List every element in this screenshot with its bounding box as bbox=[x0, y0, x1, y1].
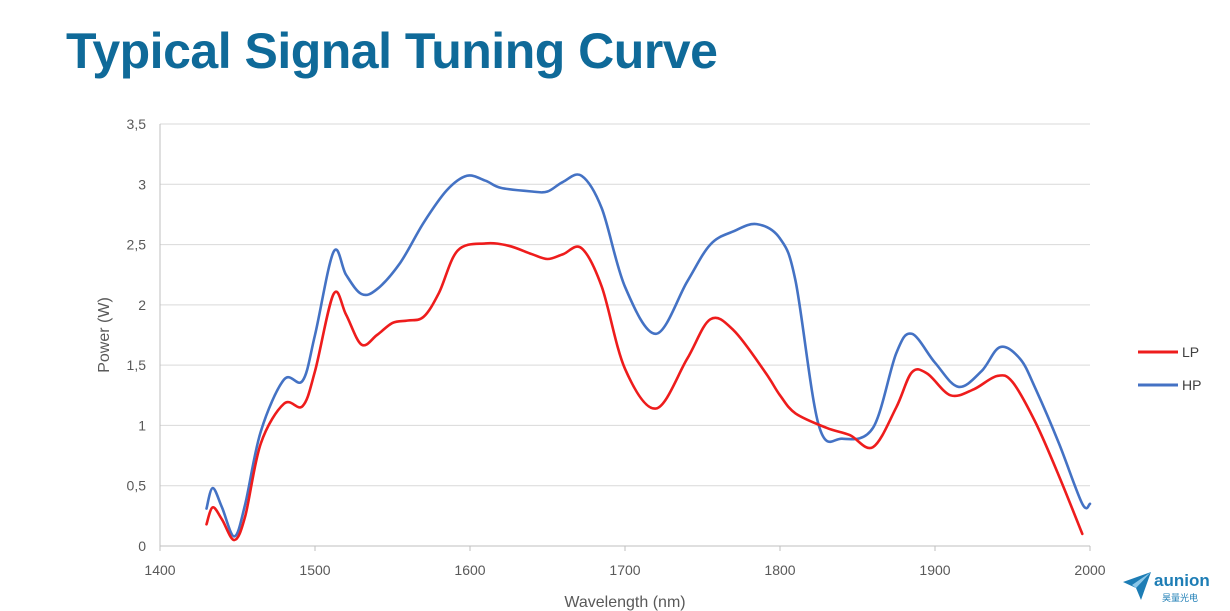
paper-plane-icon bbox=[1123, 572, 1151, 600]
x-tick-label: 2000 bbox=[1074, 562, 1105, 578]
x-tick-label: 1700 bbox=[609, 562, 640, 578]
y-tick-label: 2,5 bbox=[127, 237, 147, 253]
series-lines bbox=[205, 173, 1092, 542]
logo-subtitle: 昊量光电 bbox=[1162, 594, 1199, 604]
x-axis-label: Wavelength (nm) bbox=[564, 594, 685, 611]
y-tick-label: 3 bbox=[138, 176, 146, 192]
slide-title: Typical Signal Tuning Curve bbox=[66, 23, 718, 79]
y-tick-label: 1,5 bbox=[127, 357, 147, 373]
x-tick-label: 1900 bbox=[919, 562, 950, 578]
company-logo: aunion 昊量光电 bbox=[1122, 570, 1222, 606]
y-tick-label: 1 bbox=[138, 417, 146, 433]
x-tick-label: 1500 bbox=[299, 562, 330, 578]
series-line-lp bbox=[205, 241, 1084, 542]
legend: LP HP bbox=[1138, 344, 1201, 393]
y-axis-label: Power (W) bbox=[96, 297, 113, 373]
legend-label-lp: LP bbox=[1182, 344, 1199, 360]
tick-labels: 0 0,5 1 1,5 2 2,5 3 3,5 1400 1500 1600 1700 1800 1900… bbox=[127, 116, 1106, 578]
x-tick-label: 1800 bbox=[764, 562, 795, 578]
y-tick-label: 0 bbox=[138, 538, 146, 554]
y-tick-label: 0,5 bbox=[127, 478, 147, 494]
legend-label-hp: HP bbox=[1182, 377, 1201, 393]
y-tick-label: 3,5 bbox=[127, 116, 147, 132]
series-line-hp bbox=[205, 173, 1092, 538]
axes bbox=[159, 124, 1091, 551]
logo-wordmark: aunion bbox=[1154, 571, 1210, 590]
y-tick-label: 2 bbox=[138, 297, 146, 313]
x-tick-label: 1600 bbox=[454, 562, 485, 578]
grid-lines bbox=[160, 123, 1090, 487]
x-tick-label: 1400 bbox=[144, 562, 175, 578]
